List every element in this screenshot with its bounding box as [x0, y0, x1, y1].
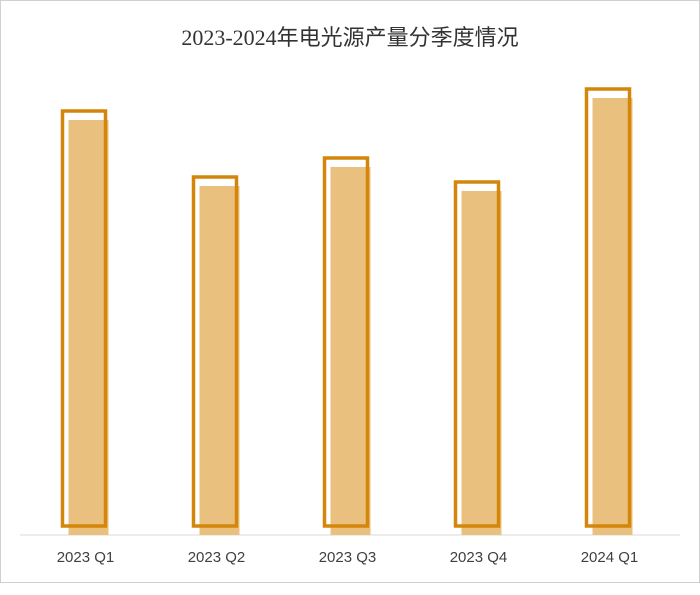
bar: [461, 191, 502, 535]
x-tick-label: 2023 Q1: [57, 549, 115, 566]
bar-outline: [322, 156, 370, 528]
bar: [68, 120, 109, 535]
x-tick-label: 2024 Q1: [581, 549, 639, 566]
bar-outline: [453, 180, 501, 528]
x-tick-label: 2023 Q4: [450, 549, 508, 566]
x-tick-label: 2023 Q3: [319, 549, 377, 566]
bar-outline: [191, 175, 239, 528]
bar: [199, 186, 240, 535]
bar-outline: [584, 87, 632, 528]
bar: [592, 98, 633, 535]
bar-outline: [60, 109, 108, 528]
chart-title: 2023-2024年电光源产量分季度情况: [181, 25, 518, 50]
bar: [330, 167, 371, 535]
x-tick-label: 2023 Q2: [188, 549, 246, 566]
